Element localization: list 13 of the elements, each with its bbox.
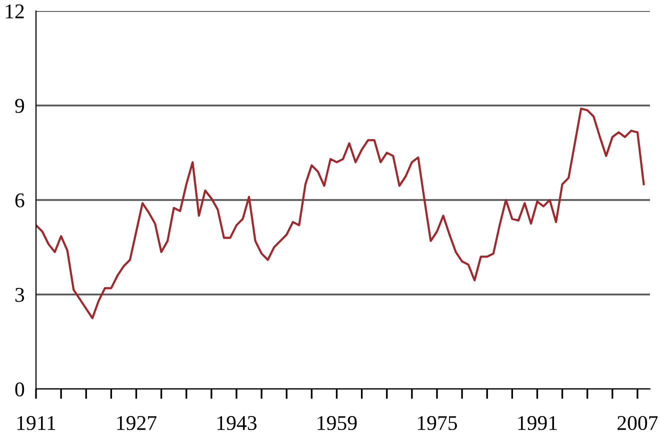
x-tick-label: 1975	[418, 416, 457, 430]
y-tick-label: 6	[15, 193, 24, 208]
x-tick-label: 1943	[217, 416, 257, 430]
y-tick-label: 3	[15, 288, 24, 302]
line-series	[36, 108, 645, 320]
y-tick-label: 0	[15, 382, 24, 396]
y-tick-label: 9	[15, 98, 24, 113]
x-tick-label: 2007	[618, 416, 658, 430]
x-tick-label: 1911	[17, 416, 56, 430]
x-tick-label: 1991	[518, 416, 557, 430]
x-tick-label: 1959	[318, 416, 357, 430]
x-tick-label: 1927	[117, 416, 156, 430]
y-tick-label: 12	[6, 4, 24, 18]
